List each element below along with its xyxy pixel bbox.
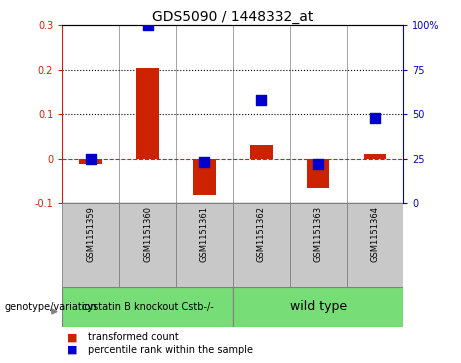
Point (258, 97, 265, 103)
Bar (307, 159, 330, 188)
Text: percentile rank within the sample: percentile rank within the sample (88, 345, 253, 355)
Point (201, 159, 208, 165)
Bar (347, 203, 403, 287)
Text: GSM1151362: GSM1151362 (257, 206, 266, 262)
Text: ■: ■ (67, 332, 77, 342)
Point (314, 161, 322, 167)
Text: cystatin B knockout Cstb-/-: cystatin B knockout Cstb-/- (82, 302, 213, 312)
Bar (233, 287, 403, 327)
Text: GSM1151363: GSM1151363 (313, 206, 323, 262)
Text: ■: ■ (67, 345, 77, 355)
Bar (176, 203, 233, 287)
Bar (250, 146, 272, 159)
Text: genotype/variation: genotype/variation (5, 302, 97, 312)
Text: GSM1151359: GSM1151359 (86, 206, 95, 262)
Bar (79, 159, 102, 164)
Bar (290, 203, 347, 287)
Text: wild type: wild type (290, 300, 347, 313)
Point (87, 156, 95, 162)
Point (144, 23, 151, 28)
Bar (62, 203, 119, 287)
Text: transformed count: transformed count (88, 332, 178, 342)
Text: GSM1151361: GSM1151361 (200, 206, 209, 262)
Point (371, 115, 378, 121)
Bar (364, 154, 386, 159)
Bar (119, 203, 176, 287)
Bar (136, 68, 159, 159)
Bar (233, 203, 290, 287)
Bar (193, 159, 216, 195)
Bar (62, 287, 233, 327)
Text: GSM1151360: GSM1151360 (143, 206, 152, 262)
Text: GSM1151364: GSM1151364 (371, 206, 379, 262)
Title: GDS5090 / 1448332_at: GDS5090 / 1448332_at (152, 11, 313, 24)
